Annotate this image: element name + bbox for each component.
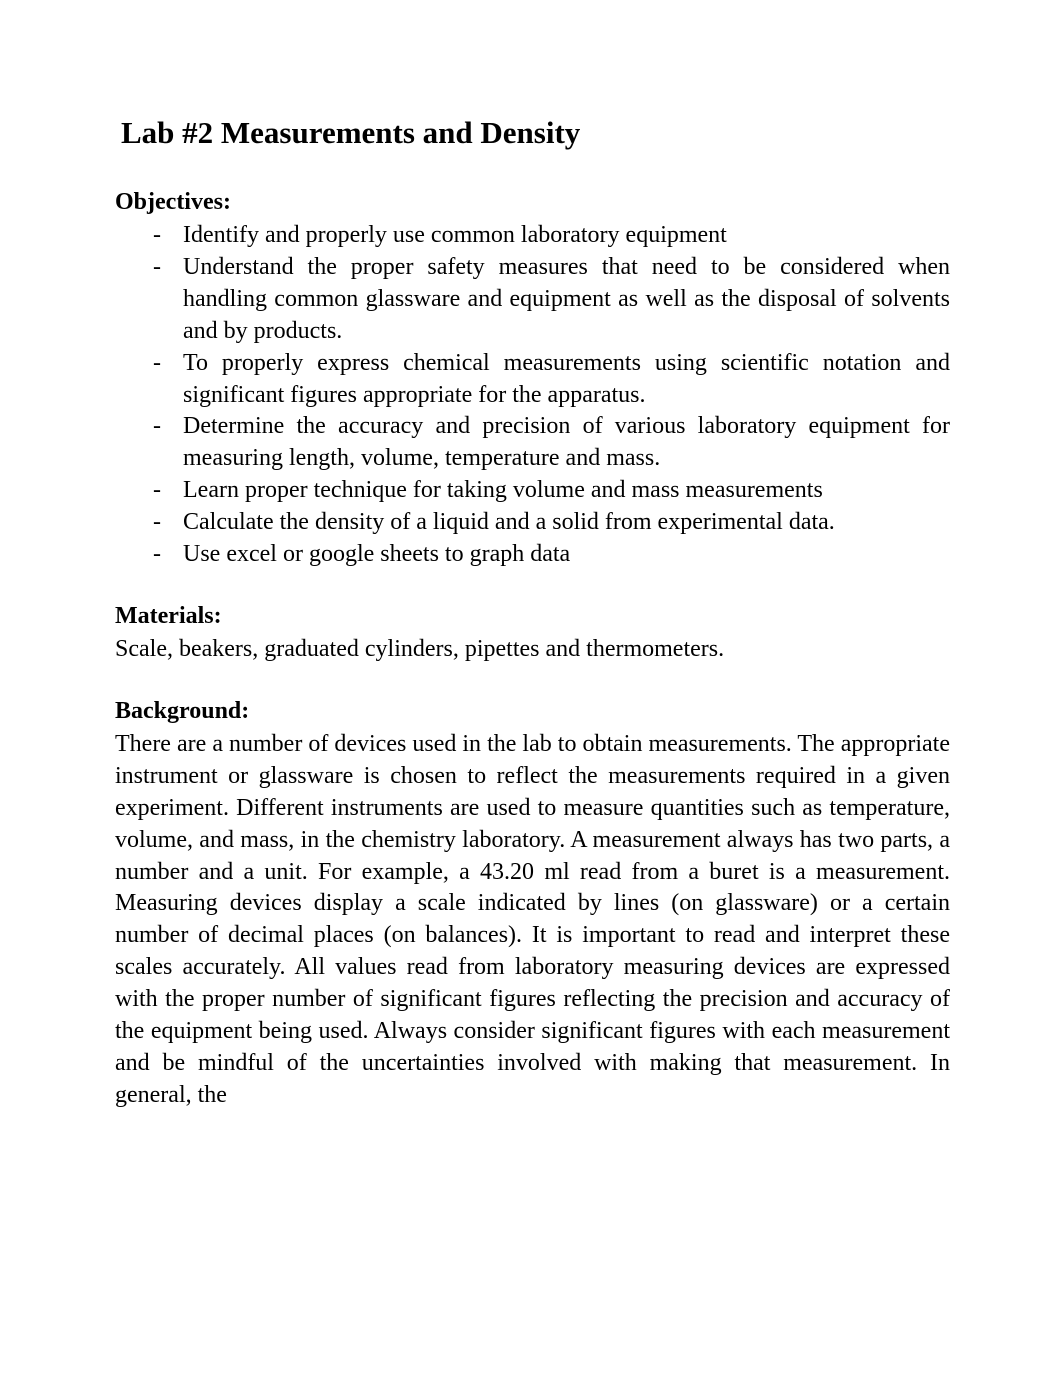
list-item: Understand the proper safety measures th… [153, 252, 950, 348]
background-text: There are a number of devices used in th… [115, 729, 950, 1112]
objectives-heading: Objectives: [115, 189, 950, 216]
list-item: Calculate the density of a liquid and a … [153, 507, 950, 539]
materials-text: Scale, beakers, graduated cylinders, pip… [115, 634, 950, 666]
list-item: Use excel or google sheets to graph data [153, 539, 950, 571]
document-page: Lab #2 Measurements and Density Objectiv… [0, 0, 1062, 1377]
materials-heading: Materials: [115, 603, 950, 630]
lab-title: Lab #2 Measurements and Density [115, 115, 950, 151]
objectives-list: Identify and properly use common laborat… [115, 220, 950, 571]
list-item: Determine the accuracy and precision of … [153, 411, 950, 475]
list-item: Learn proper technique for taking volume… [153, 475, 950, 507]
list-item: Identify and properly use common laborat… [153, 220, 950, 252]
list-item: To properly express chemical measurement… [153, 348, 950, 412]
background-heading: Background: [115, 698, 950, 725]
